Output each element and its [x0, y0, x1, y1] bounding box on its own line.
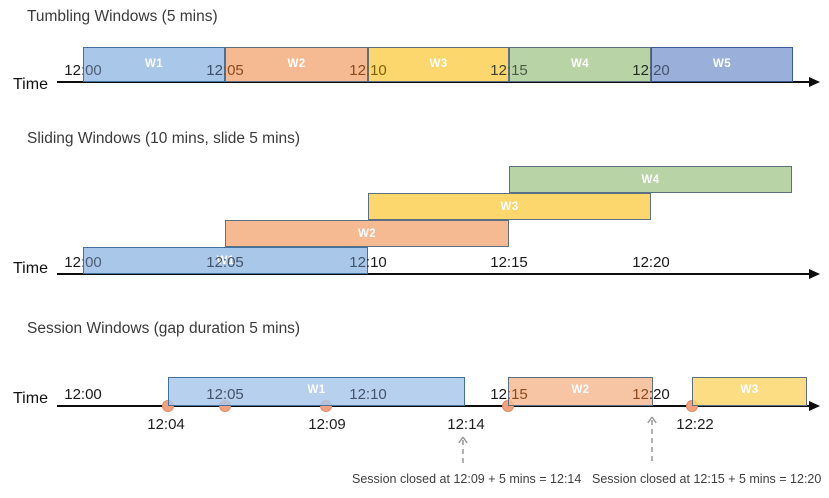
event-time-label: 12:09: [308, 416, 346, 433]
axis-tick-label: 12:10: [349, 254, 387, 272]
time-axis-label: Time: [13, 76, 48, 93]
axis-tick-label: 12:15: [490, 386, 528, 404]
axis-tick-label: 12:05: [206, 62, 244, 80]
event-time-label: 12:14: [447, 416, 485, 433]
window-label: W1: [307, 383, 326, 396]
window-label: W3: [500, 200, 519, 213]
axis-tick-label: 12:00: [64, 386, 102, 404]
window-box-w2: W2: [508, 377, 653, 406]
tick-part: 12: [632, 62, 649, 79]
tick-part: 12:15: [490, 254, 528, 271]
axis-tick-label: 12:05: [206, 254, 244, 272]
diagram-title: Sliding Windows (10 mins, slide 5 mins): [27, 130, 301, 147]
axis-tick-label: 12:20: [632, 386, 670, 404]
window-label: W2: [571, 383, 590, 396]
window-box-w4: W4: [509, 166, 792, 193]
window-label: W1: [216, 254, 235, 267]
window-label: W4: [641, 173, 660, 186]
window-label: W2: [357, 227, 377, 240]
window-box-w2: W2: [225, 47, 368, 82]
axis-tick-label: 12:20: [632, 254, 670, 272]
tick-part: :15: [506, 386, 528, 403]
window-box-w1: W1: [83, 47, 225, 82]
tick-part: 12:10: [349, 386, 387, 403]
tick-part: 12:05: [206, 386, 244, 403]
session-close-note: Session closed at 12:09 + 5 mins = 12:14: [352, 472, 582, 486]
time-axis-label: Time: [13, 390, 48, 407]
axis-arrow-icon: [809, 401, 820, 411]
event-time-label: 12:22: [676, 416, 714, 433]
tick-part: 12: [64, 62, 81, 79]
axis-arrow-icon: [809, 77, 820, 87]
session-close-arrow-icon: [458, 436, 468, 463]
window-label: W2: [287, 57, 306, 70]
window-box-w3: W3: [368, 193, 651, 220]
time-axis-line: [57, 273, 810, 275]
tick-part: 12: [349, 254, 366, 271]
tick-part: :10: [365, 254, 387, 271]
window-box-w3: W3: [692, 377, 807, 406]
time-axis-line: [57, 405, 810, 407]
time-axis-label: Time: [13, 260, 48, 277]
tick-part: 12: [490, 62, 507, 79]
tick-part: 12: [632, 386, 649, 403]
tick-part: :00: [80, 62, 102, 79]
diagram-title: Tumbling Windows (5 mins): [27, 8, 218, 25]
tick-part: 12:00: [64, 386, 102, 403]
window-label: W3: [740, 383, 759, 396]
event-time-label: 12:04: [147, 416, 185, 433]
window-box-w5: W5: [651, 47, 793, 82]
time-axis-line: [57, 81, 810, 83]
tick-part: :20: [648, 386, 670, 403]
axis-tick-label: 12:20: [632, 62, 670, 80]
tick-part: :00: [80, 254, 102, 271]
session-close-note: Session closed at 12:15 + 5 mins = 12:20: [592, 472, 822, 486]
tick-part: 12:05: [206, 254, 244, 271]
axis-tick-label: 12:00: [64, 62, 102, 80]
axis-tick-label: 12:15: [490, 254, 528, 272]
window-box-w4: W4: [509, 47, 651, 82]
axis-tick-label: 12:10: [349, 62, 387, 80]
tick-part: :15: [506, 62, 528, 79]
tick-part: 12: [490, 386, 507, 403]
session-close-arrow-icon: [647, 416, 657, 463]
window-box-w2: W2: [225, 220, 509, 247]
window-box-w3: W3: [368, 47, 509, 82]
axis-tick-label: 12:15: [490, 62, 528, 80]
window-box-w1: W1: [168, 377, 465, 406]
tick-part: :10: [365, 62, 387, 79]
window-box-w1: W1: [83, 247, 368, 274]
window-label: W3: [429, 57, 448, 70]
axis-tick-label: 12:00: [64, 254, 102, 272]
tick-part: 12: [206, 62, 223, 79]
tick-part: 12: [349, 62, 366, 79]
axis-arrow-icon: [809, 269, 820, 279]
tick-part: 12:20: [632, 254, 670, 271]
axis-tick-label: 12:05: [206, 386, 244, 404]
window-label: W4: [570, 57, 590, 70]
window-label: W1: [144, 57, 164, 70]
tick-part: :20: [648, 62, 670, 79]
window-label: W5: [712, 57, 732, 70]
tick-part: :05: [222, 62, 244, 79]
diagram-title: Session Windows (gap duration 5 mins): [27, 320, 301, 337]
axis-tick-label: 12:10: [349, 386, 387, 404]
tick-part: 12: [64, 254, 81, 271]
